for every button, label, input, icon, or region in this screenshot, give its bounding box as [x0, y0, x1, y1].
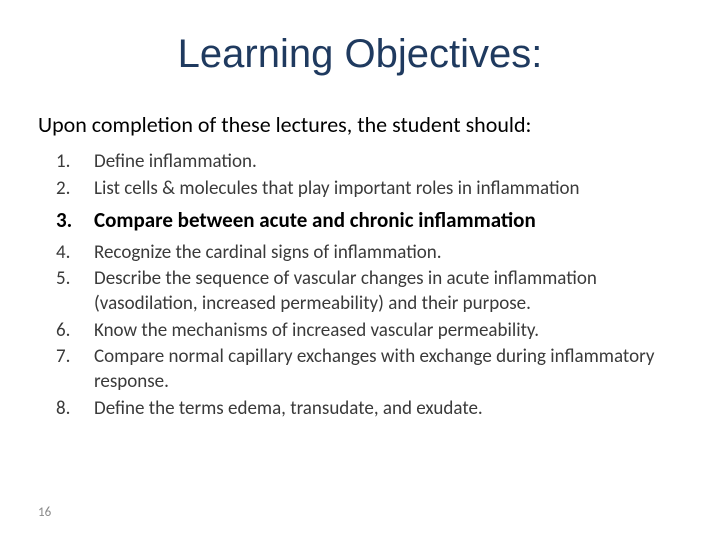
- list-item: 4. Recognize the cardinal signs of infla…: [56, 241, 682, 266]
- slide-subtitle: Upon completion of these lectures, the s…: [0, 77, 720, 150]
- slide-title: Learning Objectives:: [0, 0, 720, 77]
- list-item-text: Describe the sequence of vascular change…: [94, 267, 682, 316]
- list-item: 7. Compare normal capillary exchanges wi…: [56, 345, 682, 394]
- list-item: 2. List cells & molecules that play impo…: [56, 177, 682, 202]
- list-item-text: Know the mechanisms of increased vascula…: [94, 319, 682, 344]
- list-item: 3. Compare between acute and chronic inf…: [56, 207, 682, 234]
- list-item-number: 1.: [56, 150, 94, 175]
- list-item-number: 4.: [56, 241, 94, 266]
- list-item-text: Compare normal capillary exchanges with …: [94, 345, 682, 394]
- list-item-text: Define inflammation.: [94, 150, 682, 175]
- list-item-text: List cells & molecules that play importa…: [94, 177, 682, 202]
- list-item-number: 2.: [56, 177, 94, 202]
- list-item-number: 6.: [56, 319, 94, 344]
- list-item-number: 7.: [56, 345, 94, 370]
- list-item-number: 3.: [56, 207, 94, 234]
- list-item-text: Define the terms edema, transudate, and …: [94, 397, 682, 422]
- list-item-number: 8.: [56, 397, 94, 422]
- page-number: 16: [38, 505, 51, 520]
- list-item-number: 5.: [56, 267, 94, 292]
- list-item: 8. Define the terms edema, transudate, a…: [56, 397, 682, 422]
- objectives-list: 1. Define inflammation. 2. List cells & …: [0, 150, 720, 421]
- list-item: 5. Describe the sequence of vascular cha…: [56, 267, 682, 316]
- list-item: 1. Define inflammation.: [56, 150, 682, 175]
- list-item-text: Compare between acute and chronic inflam…: [94, 207, 682, 234]
- list-item-text: Recognize the cardinal signs of inflamma…: [94, 241, 682, 266]
- list-item: 6. Know the mechanisms of increased vasc…: [56, 319, 682, 344]
